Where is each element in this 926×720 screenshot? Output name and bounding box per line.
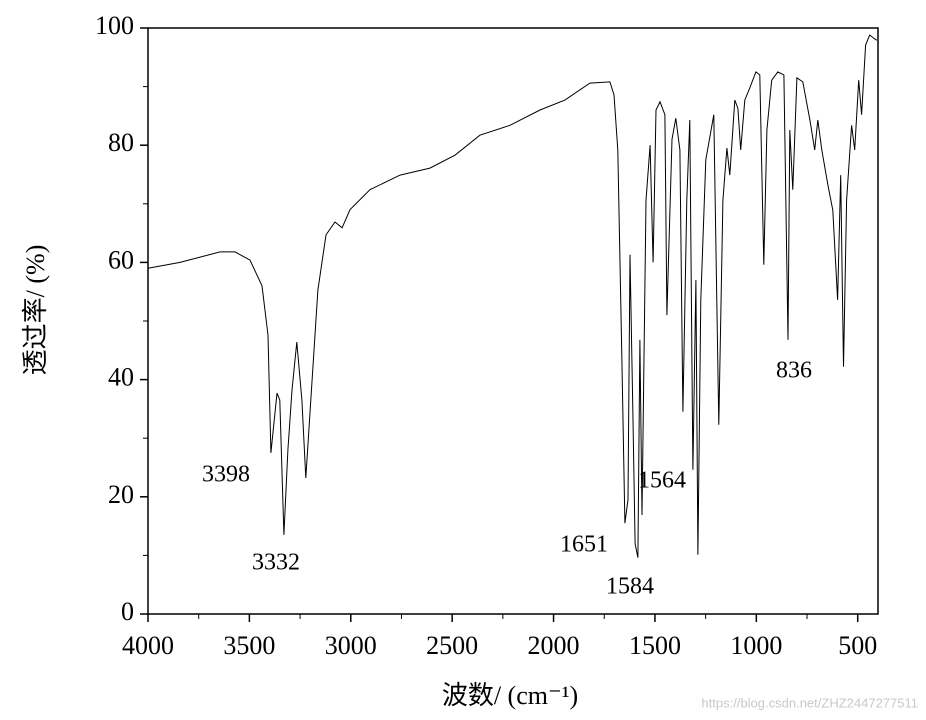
x-tick-label: 2500 <box>426 631 478 660</box>
y-tick-label: 20 <box>108 480 134 509</box>
y-tick-label: 0 <box>121 597 134 626</box>
peak-annotation: 3398 <box>202 462 250 488</box>
peak-annotation: 1651 <box>560 532 608 558</box>
x-tick-label: 3000 <box>325 631 377 660</box>
watermark: https://blog.csdn.net/ZHZ2447277511 <box>701 695 918 710</box>
x-axis-label: 波数/ (cm⁻¹) <box>442 681 578 710</box>
spectrum-line <box>147 34 878 558</box>
y-tick-label: 100 <box>95 11 134 40</box>
peak-annotation: 1564 <box>638 468 686 494</box>
peak-annotation: 1584 <box>606 574 654 600</box>
x-tick-label: 1000 <box>730 631 782 660</box>
x-tick-label: 500 <box>838 631 877 660</box>
x-tick-label: 3500 <box>223 631 275 660</box>
y-tick-label: 40 <box>108 363 134 392</box>
x-tick-label: 2000 <box>528 631 580 660</box>
x-tick-label: 1500 <box>629 631 681 660</box>
peak-annotation: 836 <box>776 358 812 384</box>
y-tick-label: 60 <box>108 245 134 274</box>
y-tick-label: 80 <box>108 128 134 157</box>
peak-annotation: 3332 <box>252 550 300 576</box>
x-tick-label: 4000 <box>122 631 174 660</box>
y-axis-label: 透过率/ (%) <box>21 245 50 376</box>
